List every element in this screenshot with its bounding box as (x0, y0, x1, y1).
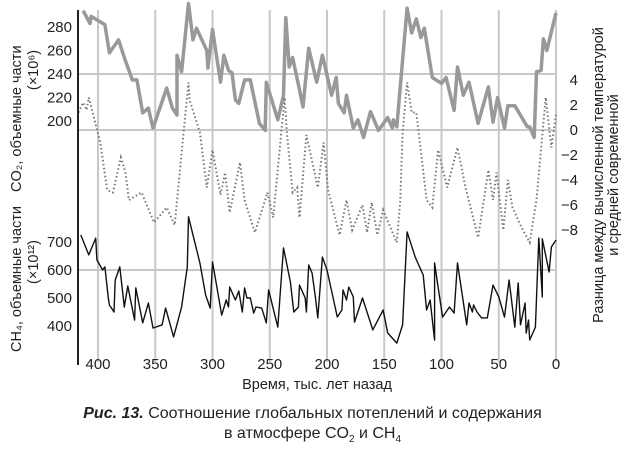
grid (78, 10, 557, 362)
figure-caption-line-2: в атмосфере CO2 и CH4 (0, 424, 625, 449)
x-tick-350: 350 (143, 356, 168, 373)
x-tick-0: 0 (552, 356, 560, 373)
temperature-tick-2: 2 (570, 97, 578, 114)
temperature-tick--2: −2 (561, 147, 578, 164)
x-tick-250: 250 (257, 356, 282, 373)
x-tick-300: 300 (200, 356, 225, 373)
ch4-axis-unit: (×10¹²) (26, 240, 42, 284)
x-tick-50: 50 (490, 356, 507, 373)
caption-line-2-prefix: в атмосфере CO (223, 425, 349, 442)
x-tick-150: 150 (372, 356, 397, 373)
temperature-axis-label-2: и средней современной (606, 94, 622, 255)
caption-line-2-mid: и CH (354, 425, 396, 442)
co2-tick-260: 260 (47, 43, 72, 60)
series-layer (77, 1, 558, 344)
ch4-series-line (80, 216, 557, 344)
ch4-tick-600: 600 (47, 262, 72, 279)
ch4-tick-400: 400 (47, 318, 72, 335)
temperature-tick--4: −4 (561, 172, 578, 189)
x-tick-100: 100 (429, 356, 454, 373)
temperature-axis-label-1: Разница между вычисленной температурой (591, 27, 607, 323)
caption-sub-2: 2 (348, 434, 355, 446)
tick-labels: 400 350 300 250 200 150 100 50 02002202402602804… (47, 19, 578, 373)
co2-tick-280: 280 (47, 19, 72, 36)
co2-series-line (81, 1, 558, 140)
ch4-tick-500: 500 (47, 290, 72, 307)
figure-number: Рис. 13. (83, 405, 144, 422)
co2-tick-200: 200 (47, 113, 72, 130)
x-axis-label: Время, тыс. лет назад (242, 377, 392, 393)
x-tick-200: 200 (314, 356, 339, 373)
temperature-tick--8: −8 (561, 222, 578, 239)
co2-axis-unit: (×10⁶) (26, 50, 42, 90)
caption-line-1: Соотношение глобальных потеплений и соде… (148, 405, 542, 422)
co2-tick-220: 220 (47, 90, 72, 107)
figure-caption: Рис. 13. Соотношение глобальных потеплен… (0, 404, 625, 423)
temperature-tick-0: 0 (570, 122, 578, 139)
ch4-axis-label: CH₄, объемные части (9, 206, 25, 352)
caption-sub-4: 4 (395, 434, 402, 446)
temperature-series-line (77, 82, 557, 246)
co2-axis-label: CO₂, объемные части (9, 45, 25, 192)
co2-tick-240: 240 (47, 66, 72, 83)
ch4-tick-700: 700 (47, 234, 72, 251)
x-tick-400: 400 (85, 356, 110, 373)
temperature-tick-4: 4 (570, 72, 578, 89)
temperature-tick--6: −6 (561, 197, 578, 214)
chart: 400 350 300 250 200 150 100 50 02002202402602804… (9, 1, 622, 393)
